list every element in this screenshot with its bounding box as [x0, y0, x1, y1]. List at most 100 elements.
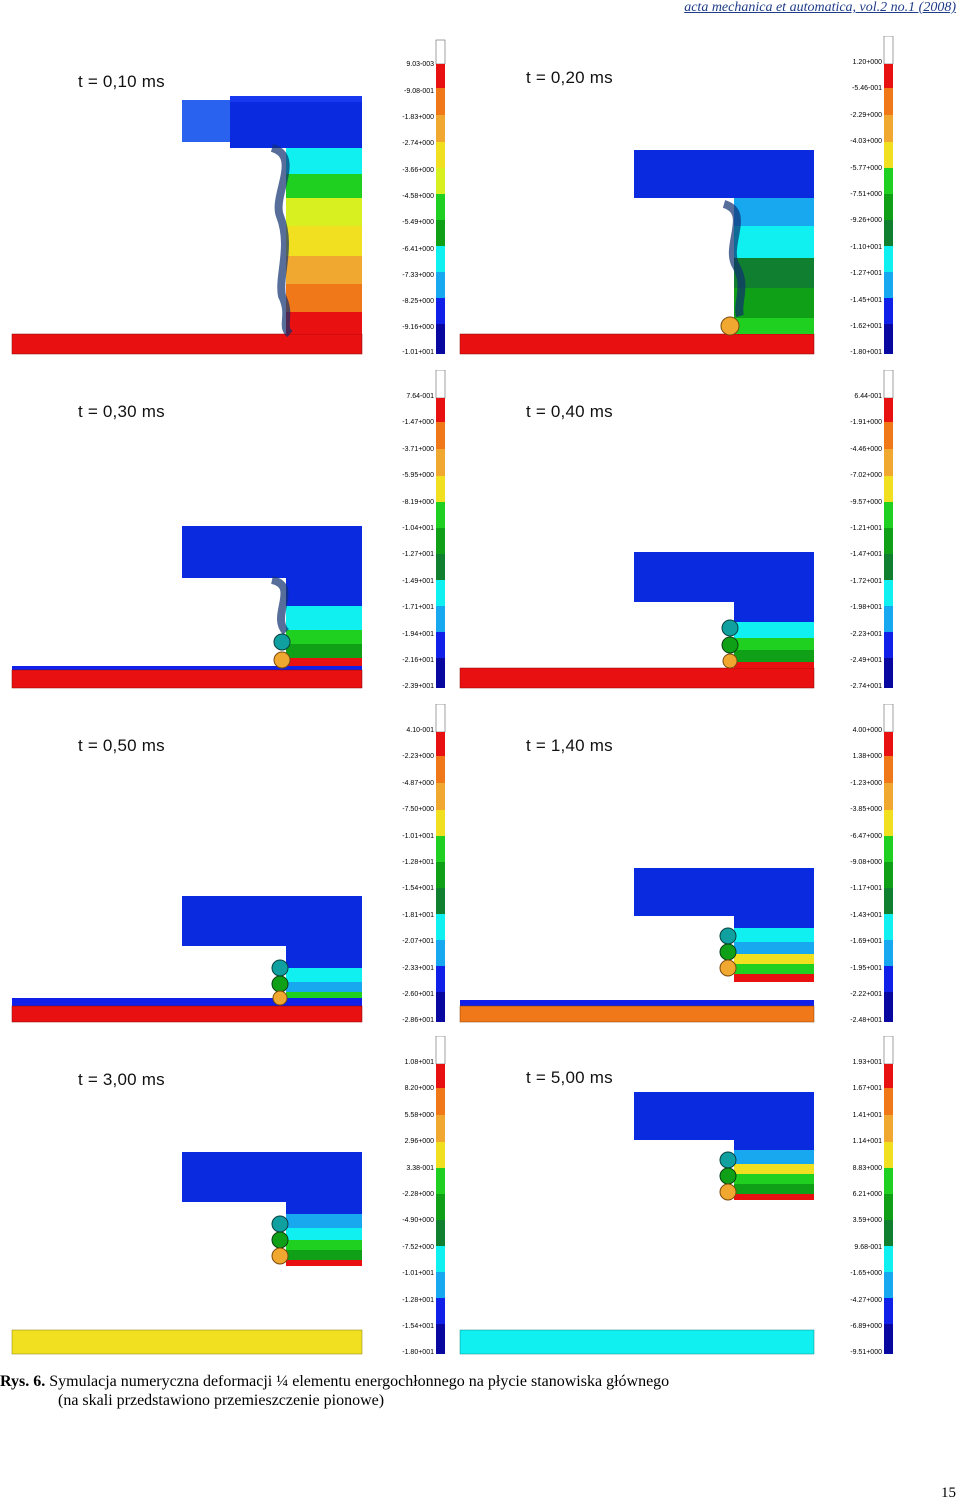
- scale-label: 3.38-001: [406, 1165, 434, 1172]
- scale-label: -1.28+001: [402, 859, 434, 866]
- scale-label: -2.29+000: [850, 112, 882, 119]
- scale-label: 8.83+000: [853, 1165, 882, 1172]
- scale-label: -2.33+001: [402, 965, 434, 972]
- scale-label: -1.81+001: [402, 912, 434, 919]
- scale-label: -5.49+000: [402, 219, 434, 226]
- scale-label: 1.20+000: [853, 59, 882, 66]
- scale-label: -1.01+001: [402, 1270, 434, 1277]
- scale-label: -1.10+001: [850, 244, 882, 251]
- scale-label: -6.41+000: [402, 246, 434, 253]
- scale-label: -7.50+000: [402, 806, 434, 813]
- scale-label: -2.48+001: [850, 1017, 882, 1024]
- scale-label: -1.62+001: [850, 323, 882, 330]
- time-label: t = 0,10 ms: [78, 72, 165, 91]
- scale-label: -1.27+001: [850, 270, 882, 277]
- scale-label: -2.23+000: [402, 753, 434, 760]
- scale-label: -1.98+001: [850, 604, 882, 611]
- color-scale: 7.64-001 -1.47+000 -3.71+000 -5.95+000 -…: [402, 370, 446, 690]
- scale-label: -2.28+000: [402, 1191, 434, 1198]
- scale-label: 1.14+001: [853, 1138, 882, 1145]
- scale-label: 4.00+000: [853, 727, 882, 734]
- fem-plot: [11, 526, 363, 689]
- figure-caption: Rys. 6. Symulacja numeryczna deformacji …: [0, 1372, 669, 1410]
- scale-label: 2.96+000: [405, 1138, 434, 1145]
- color-scale: 1.08+001 8.20+000 5.58+000 2.96+000 3.38…: [402, 1036, 446, 1356]
- scale-label: 9.68-001: [854, 1244, 882, 1251]
- scale-label: -2.49+001: [850, 657, 882, 664]
- scale-label: -2.16+001: [402, 657, 434, 664]
- panel-t140: t = 1,40 ms 4.00+000 1.38+000 -1.23+000 …: [458, 704, 898, 1024]
- scale-label: -5.95+000: [402, 472, 434, 479]
- color-scale: 1.93+001 1.67+001 1.41+001 1.14+001 8.83…: [850, 1036, 894, 1356]
- scale-label: -4.46+000: [850, 446, 882, 453]
- time-label: t = 1,40 ms: [526, 736, 613, 755]
- time-label: t = 3,00 ms: [78, 1070, 165, 1089]
- panel-t500: t = 5,00 ms 1.93+001 1.67+001 1.41+001 1…: [458, 1036, 898, 1356]
- scale-label: -2.74+001: [850, 683, 882, 690]
- scale-label: -1.91+000: [850, 419, 882, 426]
- scale-label: -2.60+001: [402, 991, 434, 998]
- fem-plot: [459, 1092, 815, 1355]
- scale-label: -1.28+001: [402, 1297, 434, 1304]
- caption-text: Symulacja numeryczna deformacji ¼ elemen…: [49, 1373, 670, 1390]
- scale-label: 8.20+000: [405, 1085, 434, 1092]
- scale-label: -8.25+000: [402, 298, 434, 305]
- scale-label: -3.66+000: [402, 167, 434, 174]
- fem-plot: [11, 1152, 363, 1355]
- panel-t010: t = 0,10 ms 9.03-003 -9.08-001 -1.83+000…: [10, 36, 450, 356]
- panel-t300: t = 3,00 ms 1.08+001 8.20+000 5.58+000 2…: [10, 1036, 450, 1356]
- scale-label: 7.64-001: [406, 393, 434, 400]
- scale-label: -2.74+000: [402, 140, 434, 147]
- scale-label: -1.71+001: [402, 604, 434, 611]
- scale-label: -1.27+001: [402, 551, 434, 558]
- scale-label: -9.16+000: [402, 324, 434, 331]
- scale-label: 1.08+001: [405, 1059, 434, 1066]
- caption-line-1: Rys. 6. Symulacja numeryczna deformacji …: [0, 1372, 669, 1391]
- fem-plot: [11, 96, 363, 355]
- scale-label: -5.77+000: [850, 165, 882, 172]
- scale-label: 6.21+000: [853, 1191, 882, 1198]
- scale-label: -7.02+000: [850, 472, 882, 479]
- scale-label: -2.23+001: [850, 631, 882, 638]
- scale-label: -1.49+001: [402, 578, 434, 585]
- journal-header[interactable]: acta mechanica et automatica, vol.2 no.1…: [684, 0, 956, 15]
- scale-label: -1.72+001: [850, 578, 882, 585]
- panel-t050: t = 0,50 ms 4.10-001 -2.23+000 -4.87+000…: [10, 704, 450, 1024]
- scale-label: -2.39+001: [402, 683, 434, 690]
- scale-label: -9.51+000: [850, 1349, 882, 1356]
- time-label: t = 0,50 ms: [78, 736, 165, 755]
- scale-label: -9.26+000: [850, 217, 882, 224]
- scale-label: -6.89+000: [850, 1323, 882, 1330]
- scale-label: -4.27+000: [850, 1297, 882, 1304]
- scale-label: -1.94+001: [402, 631, 434, 638]
- panel-t040: t = 0,40 ms 6.44-001 -1.91+000 -4.46+000…: [458, 370, 898, 690]
- fem-plot: [11, 896, 363, 1023]
- color-scale: 1.20+000 -5.46-001 -2.29+000 -4.03+000 -…: [850, 36, 894, 356]
- fem-plot: [459, 868, 815, 1023]
- scale-label: -8.19+000: [402, 499, 434, 506]
- scale-label: -4.90+000: [402, 1217, 434, 1224]
- scale-label: -1.83+000: [402, 114, 434, 121]
- scale-label: -3.71+000: [402, 446, 434, 453]
- scale-label: -1.54+001: [402, 885, 434, 892]
- scale-label: -1.80+001: [402, 1349, 434, 1356]
- scale-label: -2.07+001: [402, 938, 434, 945]
- scale-label: -7.52+000: [402, 1244, 434, 1251]
- page-number: 15: [941, 1485, 956, 1501]
- scale-label: -1.47+000: [402, 419, 434, 426]
- scale-label: -7.33+000: [402, 272, 434, 279]
- scale-label: -4.03+000: [850, 138, 882, 145]
- scale-label: -4.58+000: [402, 193, 434, 200]
- scale-label: -1.47+001: [850, 551, 882, 558]
- scale-label: -1.69+001: [850, 938, 882, 945]
- scale-label: -3.85+000: [850, 806, 882, 813]
- panel-t020: t = 0,20 ms 1.20+000 -5.46-001 -2.29+000…: [458, 36, 898, 356]
- time-label: t = 0,20 ms: [526, 68, 613, 87]
- scale-label: -1.01+001: [402, 349, 434, 356]
- scale-label: 1.93+001: [853, 1059, 882, 1066]
- scale-label: -9.57+000: [850, 499, 882, 506]
- scale-label: 9.03-003: [406, 61, 434, 68]
- scale-label: -2.22+001: [850, 991, 882, 998]
- time-label: t = 0,40 ms: [526, 402, 613, 421]
- scale-label: -1.95+001: [850, 965, 882, 972]
